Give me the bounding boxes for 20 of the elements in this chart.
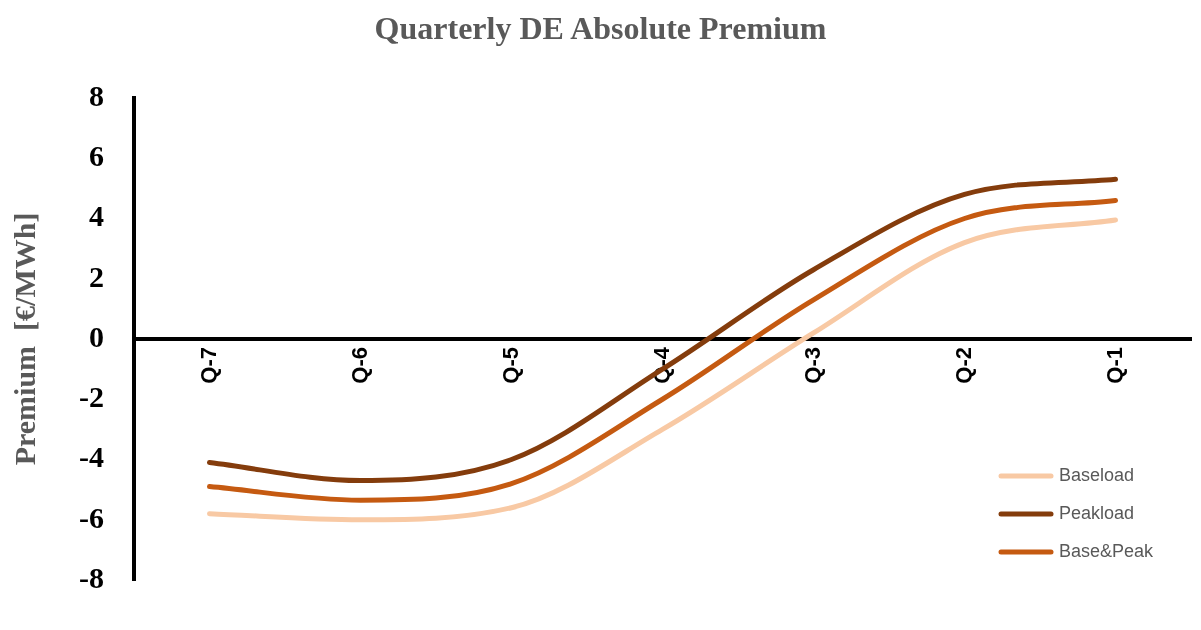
legend-label: Baseload — [1059, 464, 1135, 485]
x-tick-label: Q-2 — [950, 347, 976, 384]
y-tick-label: -8 — [78, 560, 104, 594]
y-axis-title: Premium [€/MWh] — [7, 212, 41, 466]
y-tick-label: -2 — [78, 380, 104, 413]
x-tick-label: Q-6 — [346, 347, 372, 384]
y-tick-label: -4 — [78, 440, 104, 474]
y-tick-label: 2 — [88, 259, 104, 293]
legend-label: Base&Peak — [1059, 540, 1155, 561]
y-tick-label: 6 — [88, 139, 104, 172]
x-tick-label: Q-1 — [1101, 347, 1127, 384]
x-tick-label: Q-7 — [195, 347, 221, 384]
x-tick-label: Q-3 — [799, 347, 825, 384]
y-tick-label: -6 — [78, 500, 104, 534]
y-tick-label: 4 — [88, 199, 104, 233]
y-tick-label: 8 — [88, 78, 104, 112]
chart-title: Quarterly DE Absolute Premium — [373, 9, 828, 48]
legend-label: Peakload — [1059, 502, 1135, 523]
y-tick-label: 0 — [88, 319, 104, 353]
x-tick-label: Q-5 — [497, 347, 523, 384]
